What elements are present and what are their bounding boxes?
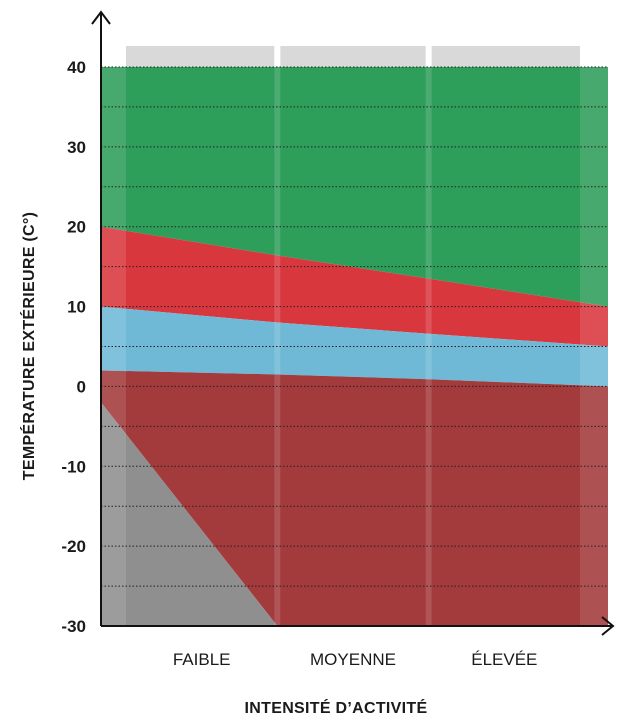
zone-4 [101, 370, 608, 626]
x-category-labels: FAIBLE MOYENNE ÉLEVÉE [173, 650, 538, 669]
zone-2 [101, 226, 608, 347]
zone-5 [101, 402, 608, 626]
axes [91, 10, 615, 636]
x-axis-title: INTENSITÉ D’ACTIVITÉ [245, 698, 428, 717]
y-tick-label: -30 [61, 617, 86, 636]
y-tick-label: -20 [61, 537, 86, 556]
category-header-3 [431, 46, 580, 67]
y-tick-label: 30 [67, 138, 86, 157]
y-tick-label: 10 [67, 298, 86, 317]
y-tick-label: 20 [67, 218, 86, 237]
y-tick-label: 40 [67, 58, 86, 77]
y-tick-labels: 40 30 20 10 0 -10 -20 -30 [61, 58, 86, 636]
x-axis-arrow [601, 616, 615, 636]
y-axis-arrow [91, 10, 111, 25]
x-category-label: ÉLEVÉE [471, 650, 537, 669]
temperature-zones [101, 67, 608, 626]
x-category-label: MOYENNE [310, 650, 396, 669]
y-tick-label: 0 [77, 377, 86, 396]
category-separator-2 [425, 67, 432, 626]
category-header-2 [280, 46, 426, 67]
category-bands [126, 46, 580, 67]
gridlines [101, 66, 608, 587]
y-axis-title: TEMPÉRATURE EXTÉRIEURE (C°) [19, 212, 38, 480]
x-category-label: FAIBLE [173, 650, 231, 669]
y-tick-label: -10 [61, 457, 86, 476]
category-header-1 [126, 46, 275, 67]
